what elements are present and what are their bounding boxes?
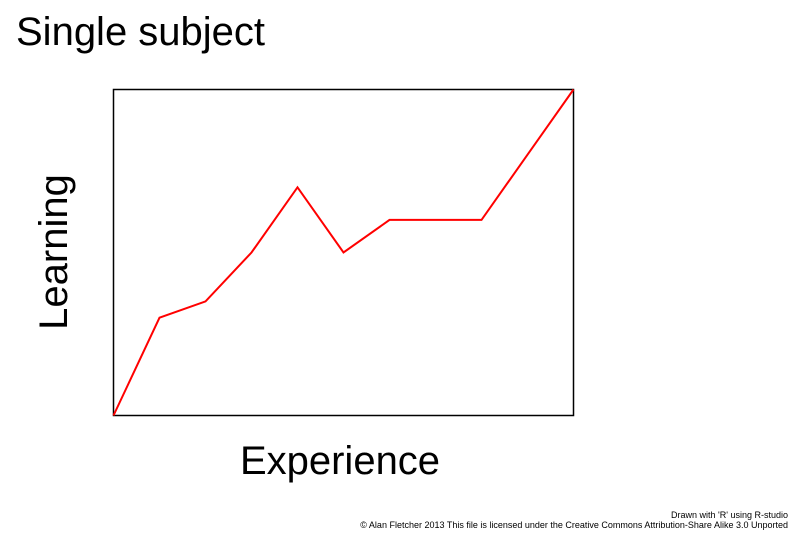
chart-title: Single subject — [16, 10, 266, 54]
series-line-0 — [112, 88, 575, 416]
x-axis-label: Experience — [239, 439, 441, 483]
series-layer — [112, 88, 575, 416]
credit-line-2: © Alan Fletcher 2013 This file is licens… — [360, 520, 788, 530]
y-axis-label: Learning — [32, 174, 76, 330]
plot-frame — [112, 88, 575, 417]
credit-line-1: Drawn with 'R' using R-studio — [671, 510, 788, 520]
